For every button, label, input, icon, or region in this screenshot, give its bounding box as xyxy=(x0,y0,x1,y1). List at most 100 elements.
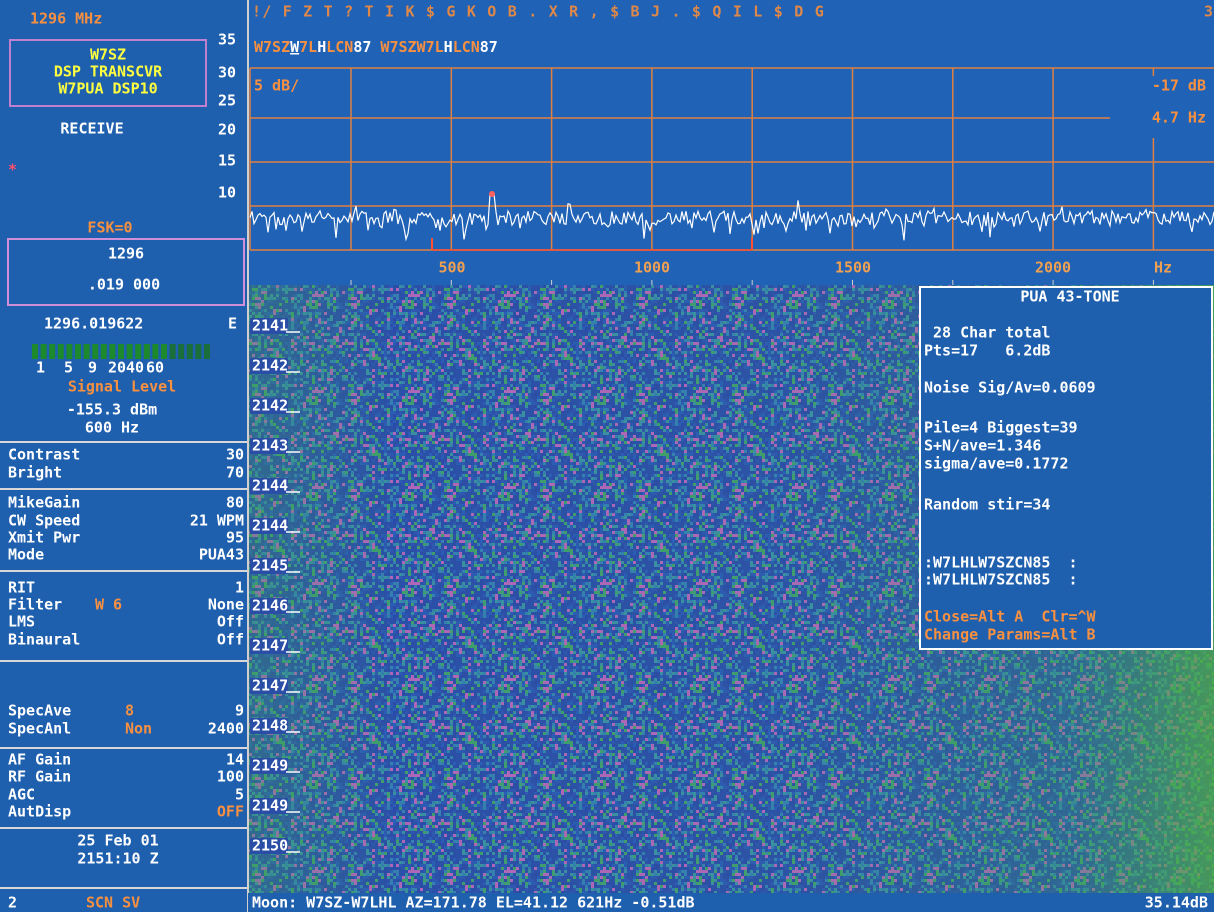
setting-label: Binaural xyxy=(8,631,80,649)
x-label: 2000 xyxy=(1035,259,1071,277)
meter-segment xyxy=(66,344,72,359)
readout-flag: E xyxy=(228,315,237,333)
time: 2151:10 Z xyxy=(77,850,158,868)
setting-extra: W 6 xyxy=(95,596,122,614)
freq-mhz: 1296 xyxy=(108,245,144,263)
status: RECEIVE xyxy=(60,120,123,138)
meter-scale: 20 xyxy=(108,359,126,377)
time-label: 2150 xyxy=(252,837,288,855)
setting-label: Filter xyxy=(8,596,62,614)
time-label: 2142 xyxy=(252,397,288,415)
y-label: 15 xyxy=(218,152,236,170)
decoded-segment: H xyxy=(444,38,453,56)
decoded-segment: W7SZW7L xyxy=(371,38,443,56)
time-label: 2147 xyxy=(252,637,288,655)
meter-segment xyxy=(118,344,124,359)
x-label: 1500 xyxy=(835,259,871,277)
decoded-segment: LCN xyxy=(453,38,480,56)
time-label: 2149 xyxy=(252,757,288,775)
readout: 1296.019622 xyxy=(44,315,143,333)
time-label: 2144 xyxy=(252,517,288,535)
time-label: 2147 xyxy=(252,677,288,695)
setting-value: PUA43 xyxy=(199,546,244,564)
setting-value: Off xyxy=(217,613,244,631)
popup-line: :W7LHLW7SZCN85 : xyxy=(924,571,1078,589)
band-label: 1296 MHz xyxy=(30,10,102,28)
setting-value: 5 xyxy=(235,786,244,804)
signal-label: Signal Level xyxy=(68,378,176,396)
popup-line: Pts=17 6.2dB xyxy=(924,342,1050,360)
setting-label: SpecAnl xyxy=(8,720,71,738)
meter-segment xyxy=(135,344,141,359)
popup-line: Noise Sig/Av=0.0609 xyxy=(924,379,1096,397)
setting-value: None xyxy=(208,596,244,614)
decoded-segment: 7L xyxy=(299,38,317,56)
setting-value: 9 xyxy=(235,702,244,720)
setting-label: RF Gain xyxy=(8,768,71,786)
meter-segment xyxy=(32,344,38,359)
y-label: 10 xyxy=(218,184,236,202)
setting-value: 95 xyxy=(226,529,244,547)
setting-value: 2400 xyxy=(208,720,244,738)
marker: * xyxy=(8,161,17,179)
x-label: 1000 xyxy=(634,259,670,277)
x-label: 500 xyxy=(438,259,465,277)
time-label: 2143 xyxy=(252,437,288,455)
setting-label: AutDisp xyxy=(8,803,71,821)
signal-hz: 600 Hz xyxy=(85,419,139,437)
fsk: FSK=0 xyxy=(87,219,132,237)
station-line: W7PUA DSP10 xyxy=(58,80,157,98)
status-right: 35.14dB xyxy=(1145,894,1208,912)
meter-segment xyxy=(204,344,210,359)
meter-scale: 60 xyxy=(146,359,164,377)
freq-khz: .019 000 xyxy=(88,276,160,294)
meter-segment xyxy=(101,344,107,359)
popup-line: S+N/ave=1.346 xyxy=(924,437,1041,455)
meter-segment xyxy=(75,344,81,359)
setting-label: RIT xyxy=(8,579,35,597)
setting-label: Bright xyxy=(8,464,62,482)
signal-dbm: -155.3 dBm xyxy=(67,401,157,419)
setting-value: 21 WPM xyxy=(190,512,244,530)
decoded-segment: W7SZ xyxy=(254,38,290,56)
setting-extra: Non xyxy=(125,720,152,738)
decoded-segment: LCN xyxy=(326,38,353,56)
y-label: 25 xyxy=(218,92,236,110)
setting-label: Xmit Pwr xyxy=(8,529,80,547)
time-label: 2149 xyxy=(252,797,288,815)
meter-segment xyxy=(144,344,150,359)
meter-segment xyxy=(127,344,133,359)
setting-value: 70 xyxy=(226,464,244,482)
setting-value: 80 xyxy=(226,494,244,512)
setting-label: AGC xyxy=(8,786,35,804)
setting-label: AF Gain xyxy=(8,751,71,769)
time-label: 2141 xyxy=(252,317,288,335)
date: 25 Feb 01 xyxy=(77,832,158,850)
decoded-segment: 87 xyxy=(480,38,498,56)
setting-label: LMS xyxy=(8,613,35,631)
time-label: 2142 xyxy=(252,357,288,375)
meter-scale: 9 xyxy=(88,359,97,377)
setting-value: 30 xyxy=(226,446,244,464)
meter-segment xyxy=(161,344,167,359)
page: { "left_panel": { "band": "1296 MHz", "s… xyxy=(0,0,1214,912)
popup-line: Change Params=Alt B xyxy=(924,626,1096,644)
meter-segment xyxy=(92,344,98,359)
popup-line: sigma/ave=0.1772 xyxy=(924,455,1069,473)
setting-value: 100 xyxy=(217,768,244,786)
setting-label: Contrast xyxy=(8,446,80,464)
status-moon: Moon: W7SZ-W7LHL AZ=171.78 EL=41.12 621H… xyxy=(252,894,695,912)
setting-extra: 8 xyxy=(125,702,134,720)
x-unit: Hz xyxy=(1154,259,1172,277)
time-label: 2148 xyxy=(252,717,288,735)
popup-title: PUA 43-TONE xyxy=(1020,288,1119,306)
setting-value: OFF xyxy=(217,803,244,821)
setting-label: MikeGain xyxy=(8,494,80,512)
popup-line: Random stir=34 xyxy=(924,496,1050,514)
meter-segment xyxy=(170,344,176,359)
meter-segment xyxy=(187,344,193,359)
setting-value: Off xyxy=(217,631,244,649)
decoded-segment: H xyxy=(317,38,326,56)
popup-line: 28 Char total xyxy=(924,324,1050,342)
meter-scale: 40 xyxy=(126,359,144,377)
